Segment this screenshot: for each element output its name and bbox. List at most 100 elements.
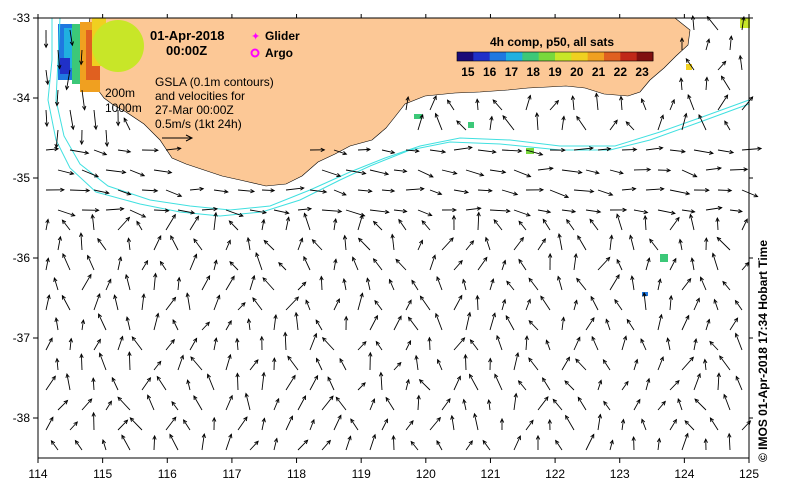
velocity-arrow	[153, 313, 159, 331]
velocity-arrow-head	[672, 257, 677, 263]
velocity-arrow-head	[170, 235, 175, 240]
velocity-arrow	[729, 36, 732, 51]
velocity-arrow-head	[462, 398, 467, 404]
velocity-arrow-head	[685, 58, 690, 63]
velocity-arrow	[722, 281, 731, 291]
velocity-arrow-head	[646, 377, 651, 383]
velocity-arrow	[552, 399, 563, 411]
velocity-arrow	[436, 440, 443, 451]
velocity-arrow-head	[374, 299, 379, 305]
velocity-arrow	[201, 275, 211, 291]
velocity-arrow	[681, 315, 690, 331]
velocity-arrow	[465, 312, 471, 331]
velocity-arrow-head	[473, 412, 478, 418]
velocity-arrow-head	[613, 119, 618, 125]
velocity-arrow-head	[692, 173, 698, 178]
velocity-arrow-head	[659, 114, 664, 120]
velocity-arrow	[465, 440, 473, 451]
velocity-arrow-head	[427, 212, 433, 217]
velocity-arrow	[141, 189, 158, 192]
velocity-arrow-head	[656, 437, 662, 443]
velocity-arrow-head	[552, 398, 558, 404]
velocity-arrow	[693, 149, 714, 154]
velocity-arrow	[549, 100, 559, 111]
velocity-arrow	[285, 375, 296, 391]
velocity-arrow-head	[643, 214, 648, 220]
velocity-arrow	[631, 276, 635, 291]
velocity-arrow	[705, 167, 722, 171]
velocity-arrow	[80, 233, 83, 251]
velocity-arrow	[513, 352, 519, 371]
velocity-arrow-head	[501, 298, 507, 304]
velocity-arrow	[312, 239, 323, 251]
velocity-arrow	[229, 261, 239, 271]
velocity-arrow	[213, 212, 217, 231]
velocity-arrow	[621, 419, 624, 431]
velocity-arrow-head	[527, 94, 532, 100]
x-axis: 114 115 116 117 118 119 120 121 122 123 124 125	[28, 14, 759, 481]
velocity-arrow-head	[517, 148, 523, 153]
velocity-arrow-head	[206, 373, 211, 379]
velocity-arrow	[451, 415, 455, 431]
velocity-arrow-head	[524, 335, 529, 341]
velocity-arrow-head	[390, 149, 396, 155]
velocity-arrow-head	[371, 433, 377, 439]
velocity-arrow-head	[252, 297, 257, 302]
velocity-arrow	[657, 209, 676, 214]
velocity-arrow-head	[720, 75, 726, 81]
colorbar-segment	[489, 52, 507, 61]
velocity-arrow	[525, 420, 534, 431]
velocity-arrow	[153, 209, 169, 212]
isobath-1000m-label: 1000m	[105, 101, 142, 115]
velocity-arrow	[585, 169, 599, 174]
velocity-arrow	[177, 209, 195, 214]
velocity-arrow	[513, 393, 517, 411]
velocity-arrow-head	[668, 294, 674, 300]
colorbar-border	[456, 51, 654, 62]
velocity-arrow-head	[384, 418, 388, 424]
velocity-arrow-head	[176, 146, 182, 151]
velocity-arrow	[716, 217, 719, 231]
velocity-arrow	[669, 295, 672, 311]
velocity-arrow	[566, 219, 575, 231]
velocity-arrow-head	[679, 37, 685, 42]
velocity-arrow	[321, 169, 341, 177]
sst-colorbar	[456, 51, 654, 62]
velocity-arrow-head	[87, 254, 91, 260]
velocity-arrow-head	[45, 80, 50, 86]
velocity-arrow-head	[171, 400, 176, 406]
velocity-arrow	[585, 209, 601, 213]
velocity-arrow-head	[634, 358, 639, 364]
velocity-arrow-head	[518, 258, 523, 264]
velocity-arrow-head	[405, 95, 410, 101]
velocity-arrow-head	[311, 239, 317, 244]
velocity-arrow-head	[557, 232, 562, 238]
velocity-arrow-head	[463, 353, 468, 359]
velocity-arrow-head	[713, 298, 718, 304]
velocity-arrow-head	[405, 378, 410, 384]
velocity-arrow-head	[373, 314, 378, 320]
velocity-arrow-head	[50, 440, 56, 445]
velocity-arrow	[190, 356, 203, 371]
gsla-note-line3: 27-Mar 00:00Z	[155, 103, 234, 117]
velocity-arrow	[528, 320, 539, 331]
velocity-arrow	[56, 358, 59, 371]
velocity-arrow	[723, 394, 731, 411]
velocity-arrow	[66, 69, 71, 90]
velocity-arrow-head	[146, 376, 152, 382]
velocity-arrow	[189, 254, 197, 271]
velocity-arrow-head	[117, 396, 122, 402]
velocity-arrow	[141, 377, 151, 391]
velocity-arrow-head	[494, 373, 499, 379]
velocity-arrow	[735, 376, 743, 391]
velocity-arrow-head	[735, 375, 740, 381]
velocity-arrow	[716, 237, 731, 251]
velocity-arrow	[415, 355, 419, 371]
velocity-arrow	[117, 419, 128, 431]
velocity-arrow	[704, 359, 707, 371]
velocity-arrow	[315, 319, 323, 331]
velocity-arrow	[577, 397, 587, 411]
velocity-arrow-head	[339, 357, 344, 363]
velocity-arrow	[245, 393, 251, 411]
x-tick-label: 122	[545, 467, 565, 481]
